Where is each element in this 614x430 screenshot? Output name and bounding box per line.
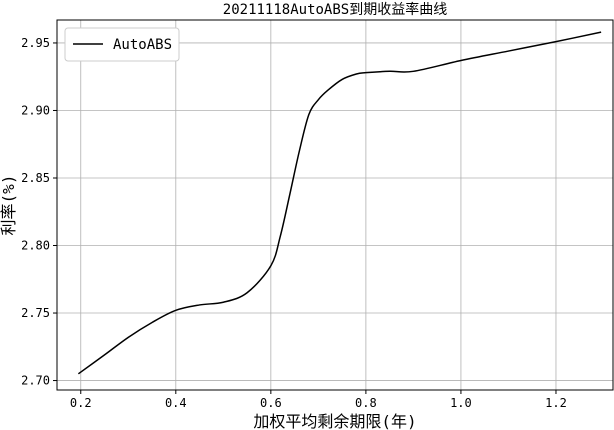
- legend: AutoABS: [64, 27, 180, 62]
- y-tick-label: 2.90: [21, 103, 50, 117]
- x-tick-label: 0.6: [260, 396, 282, 410]
- y-tick-label: 2.85: [21, 171, 50, 185]
- x-tick-label: 0.2: [70, 396, 92, 410]
- legend-label-autoabs: AutoABS: [113, 37, 172, 53]
- y-tick-label: 2.70: [21, 374, 50, 388]
- y-axis-label: 利率(%): [0, 175, 18, 236]
- series-layer: [77, 31, 602, 375]
- x-tick-label: 0.8: [355, 396, 377, 410]
- x-tick-label: 1.0: [450, 396, 472, 410]
- y-axis: 2.70 2.75 2.80 2.85 2.90 2.95: [21, 36, 57, 388]
- x-axis-label: 加权平均剩余期限(年): [253, 412, 416, 430]
- chart-title: 20211118AutoABS到期收益率曲线: [223, 1, 447, 18]
- series-line-autoabs: [77, 31, 602, 375]
- legend-box: [64, 27, 180, 62]
- y-tick-label: 2.95: [21, 36, 50, 50]
- x-tick-label: 0.4: [165, 396, 187, 410]
- y-tick-label: 2.80: [21, 239, 50, 253]
- x-tick-label: 1.2: [545, 396, 567, 410]
- x-axis: 0.2 0.4 0.6 0.8 1.0 1.2: [70, 390, 567, 410]
- y-tick-label: 2.75: [21, 306, 50, 320]
- plot-frame: [56, 19, 614, 391]
